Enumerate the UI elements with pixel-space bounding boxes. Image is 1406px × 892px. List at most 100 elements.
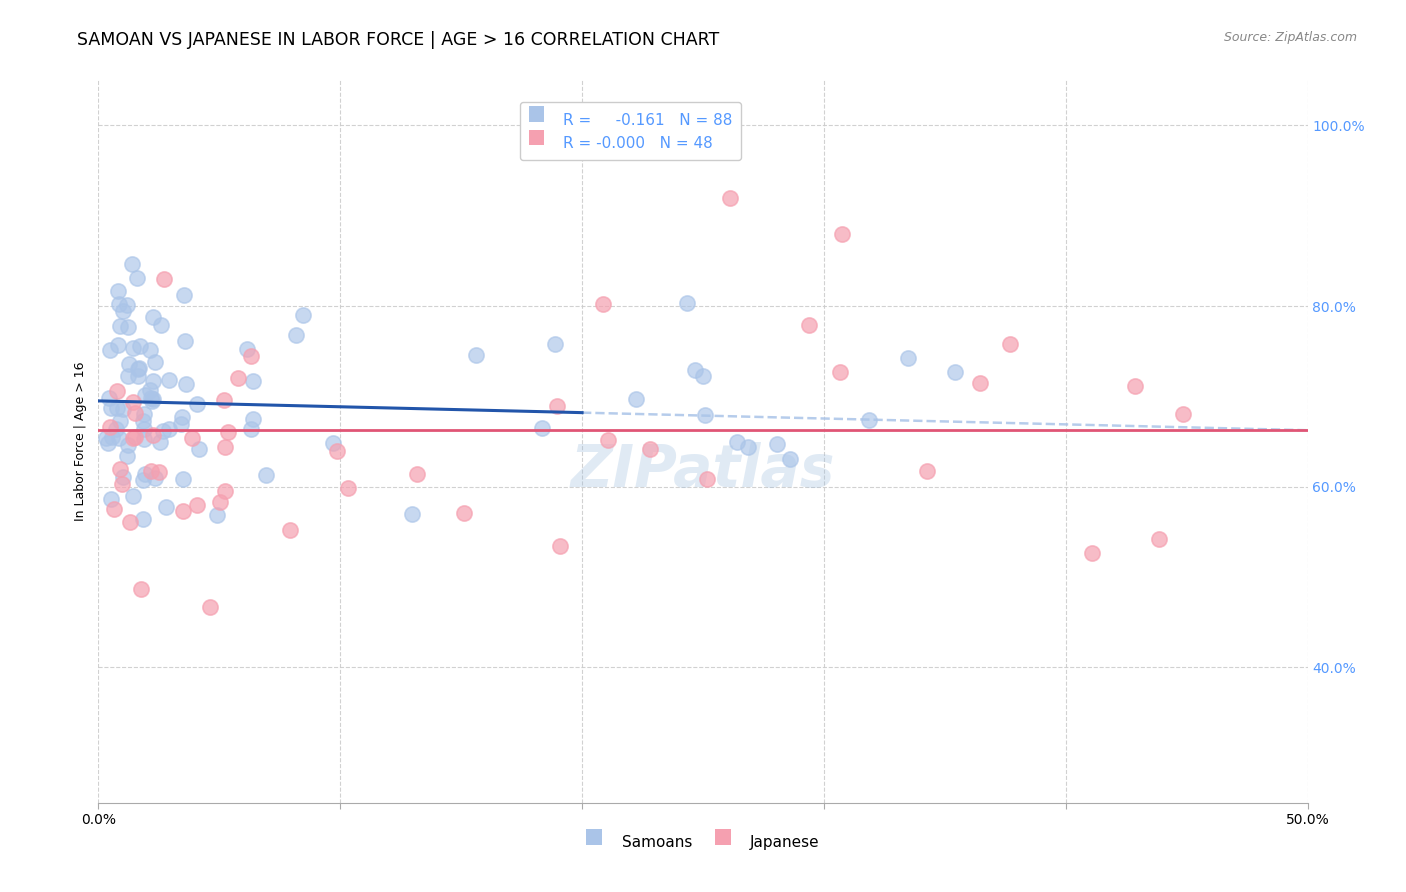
Point [141,394,163,409]
Point [242,411,264,425]
Point [155,500,177,515]
Point [142,310,165,324]
Point [322,435,344,450]
Point [121,431,143,445]
Point [235,342,257,356]
Point [121,257,143,271]
Point [112,469,135,483]
Point [122,394,145,409]
Point [127,362,149,376]
Point [103,502,125,516]
Point [214,440,236,454]
Point [100,492,122,507]
Point [765,436,787,450]
Point [683,363,706,377]
Point [134,467,156,481]
Point [172,472,194,486]
Point [127,369,149,384]
Point [108,414,131,428]
Point [128,360,150,375]
Point [737,441,759,455]
Point [858,413,880,427]
Point [830,365,852,379]
Point [693,408,716,422]
Point [1081,546,1104,560]
Point [917,463,939,477]
Point [142,374,165,388]
Point [592,296,614,310]
Point [101,430,124,444]
Point [173,334,195,349]
Point [170,417,193,431]
Point [97,391,120,405]
Point [945,365,967,379]
Y-axis label: In Labor Force | Age > 16: In Labor Force | Age > 16 [73,362,87,521]
Point [186,499,208,513]
Point [152,424,174,438]
Point [692,369,714,384]
Point [142,427,165,442]
Point [200,599,222,614]
Point [779,451,801,466]
Point [149,434,172,449]
Point [546,399,568,413]
Point [172,504,194,518]
Point [100,420,122,434]
Point [132,422,155,436]
Point [254,468,277,483]
Point [124,406,146,420]
Point [124,430,146,444]
Point [173,287,195,301]
Point [107,285,129,299]
Point [143,355,166,369]
Point [107,431,129,445]
Point [284,328,307,343]
Point [187,442,209,456]
Point [453,506,475,520]
Point [240,421,263,435]
Point [128,339,150,353]
Point [112,402,135,417]
Point [718,191,741,205]
Point [170,409,193,424]
Point [117,368,139,383]
Point [134,432,156,446]
Point [214,483,236,498]
Point [141,392,163,406]
Point [117,357,139,371]
Point [125,271,148,285]
Point [145,471,167,485]
Point [464,348,486,362]
Point [122,342,145,356]
Point [139,343,162,358]
Point [117,298,139,312]
Point [969,376,991,390]
Point [544,336,567,351]
Point [998,336,1021,351]
Point [138,383,160,397]
Text: Source: ZipAtlas.com: Source: ZipAtlas.com [1223,31,1357,45]
Text: ZIPatlas: ZIPatlas [571,442,835,499]
Point [105,401,128,415]
Point [326,444,349,458]
Point [132,407,155,421]
Point [149,318,172,332]
Point [278,523,301,537]
Point [208,495,231,509]
Point [132,473,155,487]
Point [831,227,853,241]
Point [337,481,360,495]
Point [115,450,138,464]
Point [205,508,228,523]
Point [548,539,571,553]
Point [148,465,170,479]
Point [181,432,204,446]
Point [105,384,128,398]
Point [797,318,820,332]
Point [100,401,122,415]
Point [132,414,155,428]
Point [1125,378,1147,392]
Point [624,392,647,406]
Point [117,320,139,334]
Point [97,435,120,450]
